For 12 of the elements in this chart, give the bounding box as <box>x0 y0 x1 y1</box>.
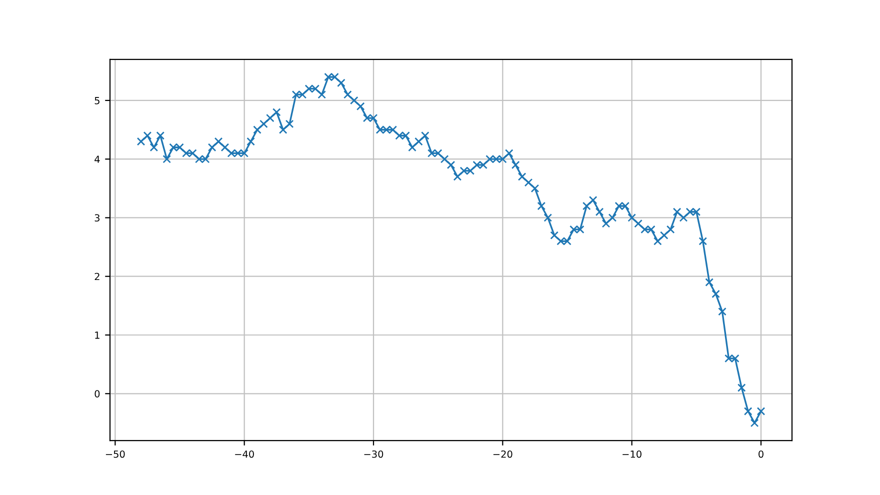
x-tick-label: 0 <box>758 450 764 458</box>
y-tick-label: 2 <box>94 272 100 280</box>
y-tick-label: 5 <box>94 97 100 104</box>
x-tick-label: −30 <box>364 450 384 458</box>
x-tick-label: −10 <box>622 450 642 458</box>
y-tick-label: 1 <box>95 332 100 339</box>
y-tick-label: 0 <box>94 390 100 398</box>
x-tick-label: −50 <box>106 450 125 458</box>
y-tick-label: 4 <box>94 156 100 163</box>
x-tick-label: −20 <box>493 450 512 458</box>
x-tick-label: −40 <box>235 450 254 458</box>
y-tick-label: 3 <box>94 214 100 222</box>
